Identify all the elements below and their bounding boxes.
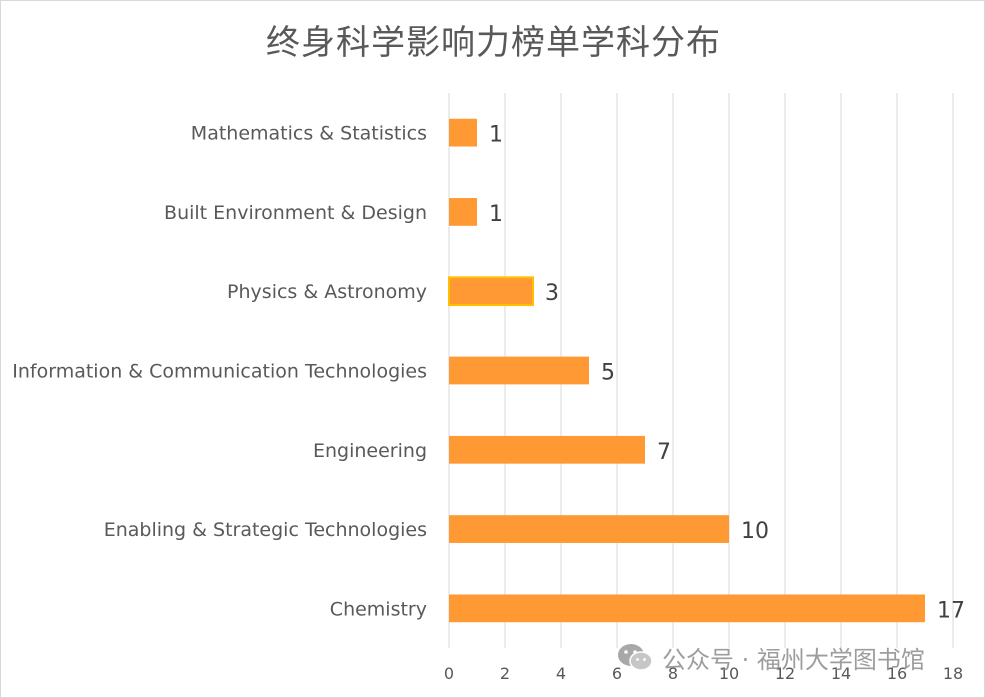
data-label: 3: [545, 281, 559, 306]
category-label: Engineering: [313, 440, 427, 462]
data-label: 1: [489, 202, 503, 227]
wechat-icon: [618, 643, 653, 671]
x-tick-label: 2: [500, 664, 510, 683]
x-tick-label: 14: [831, 664, 851, 683]
x-tick-label: 12: [775, 664, 795, 683]
category-label: Mathematics & Statistics: [191, 123, 427, 145]
category-label: Built Environment & Design: [164, 202, 427, 224]
bar: [449, 198, 477, 226]
bar: [449, 515, 729, 543]
bar: [449, 435, 645, 464]
category-label: Physics & Astronomy: [227, 281, 427, 303]
chart-title: 终身科学影响力榜单学科分布: [266, 23, 721, 63]
watermark-text: 公众号 · 福州大学图书馆: [662, 646, 925, 674]
category-label: Information & Communication Technologies: [12, 361, 427, 383]
watermark: 公众号 · 福州大学图书馆: [616, 640, 925, 675]
category-label: Chemistry: [330, 598, 427, 620]
x-tick-label: 4: [556, 664, 566, 683]
data-label: 5: [601, 361, 615, 386]
data-label: 10: [741, 519, 769, 544]
x-tick-label: 18: [943, 664, 963, 683]
category-label: Enabling & Strategic Technologies: [104, 519, 427, 541]
bar: [449, 594, 925, 623]
data-label: 7: [657, 440, 671, 465]
data-label: 1: [489, 123, 503, 148]
x-tick-label: 8: [668, 664, 678, 683]
x-tick-label: 10: [719, 664, 739, 683]
x-tick-label: 16: [887, 664, 907, 683]
data-label: 17: [937, 598, 965, 623]
x-tick-label: 6: [612, 664, 622, 683]
x-tick-label: 0: [444, 664, 454, 683]
bar: [449, 118, 477, 147]
bar: [449, 356, 589, 385]
bar: [448, 276, 534, 307]
